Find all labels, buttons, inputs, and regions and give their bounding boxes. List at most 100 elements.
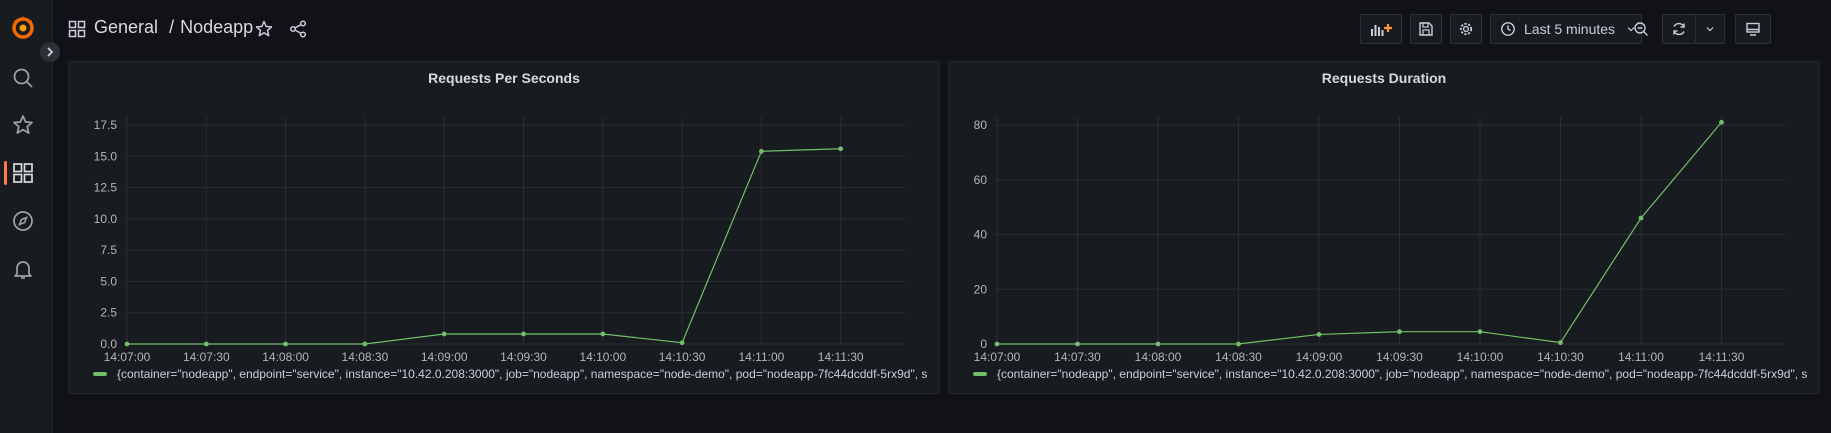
y-tick-label: 40 xyxy=(974,228,988,242)
dashboard-grid-icon xyxy=(68,20,86,38)
tv-mode-button[interactable] xyxy=(1735,14,1771,44)
breadcrumb-separator: / xyxy=(169,17,175,37)
data-point xyxy=(283,341,288,347)
x-tick-label: 14:09:30 xyxy=(1376,350,1423,362)
legend-label: {container="nodeapp", endpoint="service"… xyxy=(997,367,1808,381)
sidebar xyxy=(0,0,60,433)
legend-swatch xyxy=(973,372,987,376)
top-navbar: General / Nodeapp xyxy=(52,0,1831,58)
save-dashboard-button[interactable] xyxy=(1410,14,1442,44)
data-point xyxy=(600,331,606,337)
dashboards-icon[interactable] xyxy=(11,161,35,185)
chevron-right-icon xyxy=(47,47,54,57)
series-line xyxy=(997,121,1722,345)
x-tick-label: 14:09:00 xyxy=(1296,350,1343,362)
data-point xyxy=(759,148,764,154)
y-tick-label: 5.0 xyxy=(100,274,117,288)
add-panel-button[interactable] xyxy=(1360,14,1402,44)
y-tick-label: 10.0 xyxy=(94,212,118,226)
x-tick-label: 14:10:00 xyxy=(579,350,626,362)
x-tick-label: 14:09:30 xyxy=(500,350,547,362)
x-tick-label: 14:11:00 xyxy=(1618,350,1664,362)
x-tick-label: 14:08:00 xyxy=(262,350,309,362)
x-tick-label: 14:11:30 xyxy=(818,350,864,362)
gear-icon xyxy=(1459,22,1473,36)
monitor-icon xyxy=(1746,22,1760,36)
refresh-icon xyxy=(1673,22,1685,36)
data-point xyxy=(1558,340,1563,346)
panel-title[interactable]: Requests Duration xyxy=(1321,70,1447,86)
refresh-interval-dropdown[interactable] xyxy=(1695,14,1725,44)
data-point xyxy=(124,341,130,347)
y-tick-label: 7.5 xyxy=(100,243,117,257)
data-point xyxy=(1236,341,1241,347)
data-point xyxy=(521,331,526,337)
y-tick-label: 60 xyxy=(974,173,988,187)
grafana-logo-icon[interactable] xyxy=(10,14,36,40)
data-point xyxy=(1316,332,1322,337)
bell-icon[interactable] xyxy=(11,257,35,281)
panel-title[interactable]: Requests Per Seconds xyxy=(428,70,580,86)
x-tick-label: 14:11:00 xyxy=(738,350,784,362)
chevron-down-icon xyxy=(1706,27,1714,32)
x-tick-label: 14:10:30 xyxy=(659,350,706,362)
time-range-picker[interactable]: Last 5 minutes xyxy=(1490,14,1642,44)
legend-swatch xyxy=(93,372,107,376)
legend-item[interactable]: {container="nodeapp", endpoint="service"… xyxy=(973,365,1811,383)
data-point xyxy=(1397,329,1402,335)
panel-requests-duration: Requests Duration 0 20 40 60 80 14:07:00 14:07… xyxy=(948,61,1820,394)
data-point xyxy=(441,331,447,337)
data-point xyxy=(1638,215,1644,221)
legend-label: {container="nodeapp", endpoint="service"… xyxy=(117,367,928,381)
breadcrumb-folder[interactable]: General xyxy=(94,17,159,37)
data-point xyxy=(679,340,685,346)
y-tick-label: 15.0 xyxy=(94,149,118,163)
star-icon[interactable] xyxy=(11,113,35,137)
chevron-down-icon xyxy=(1627,27,1635,32)
data-point xyxy=(994,341,1000,347)
refresh-button[interactable] xyxy=(1662,14,1696,44)
y-tick-label: 17.5 xyxy=(94,118,118,132)
zoom-out-button[interactable] xyxy=(1623,14,1659,44)
x-tick-label: 14:07:30 xyxy=(183,350,230,362)
breadcrumb-dashboard[interactable]: Nodeapp xyxy=(180,17,254,37)
y-tick-label: 20 xyxy=(974,282,988,296)
line-chart: 0.0 2.5 5.0 7.5 10.0 12.5 15.0 17.5 14:07:00 14:0… xyxy=(94,117,905,362)
x-tick-label: 14:08:30 xyxy=(342,350,389,362)
mark-favorite-star-icon[interactable] xyxy=(254,19,274,39)
clock-icon xyxy=(1501,22,1515,36)
y-tick-label: 2.5 xyxy=(100,306,117,320)
data-point xyxy=(1075,341,1080,347)
time-range-label: Last 5 minutes xyxy=(1524,21,1616,37)
x-tick-label: 14:09:00 xyxy=(421,350,468,362)
data-point xyxy=(1719,119,1724,125)
x-tick-label: 14:10:00 xyxy=(1457,350,1504,362)
y-tick-label: 80 xyxy=(974,118,988,132)
x-tick-label: 14:08:00 xyxy=(1135,350,1182,362)
expand-sidebar-button[interactable] xyxy=(40,42,60,62)
data-point xyxy=(1155,341,1161,347)
search-icon[interactable] xyxy=(11,66,35,90)
x-tick-label: 14:08:30 xyxy=(1215,350,1262,362)
x-tick-label: 14:07:00 xyxy=(104,350,151,362)
line-chart: 0 20 40 60 80 14:07:00 14:07:30 14:08:00 14:08:3… xyxy=(974,117,1785,362)
data-point xyxy=(838,146,844,152)
compass-icon[interactable] xyxy=(11,209,35,233)
y-tick-label: 0.0 xyxy=(100,337,117,351)
dashboard-settings-button[interactable] xyxy=(1450,14,1482,44)
y-tick-label: 0 xyxy=(980,337,987,351)
x-tick-label: 14:07:00 xyxy=(974,350,1021,362)
breadcrumb: General / Nodeapp xyxy=(94,17,253,38)
add-panel-icon xyxy=(1371,24,1392,36)
y-tick-label: 12.5 xyxy=(94,181,118,195)
share-icon[interactable] xyxy=(288,19,308,39)
legend-item[interactable]: {container="nodeapp", endpoint="service"… xyxy=(93,365,931,383)
x-tick-label: 14:11:30 xyxy=(1699,350,1745,362)
series-line xyxy=(127,148,841,345)
data-point xyxy=(362,341,368,347)
save-icon xyxy=(1419,22,1433,36)
active-indicator xyxy=(4,161,7,185)
zoom-out-icon xyxy=(1634,22,1648,36)
panel-requests-per-seconds: Requests Per Seconds 0.0 2.5 5.0 7.5 10.0 12.… xyxy=(68,61,940,394)
x-tick-label: 14:07:30 xyxy=(1054,350,1101,362)
